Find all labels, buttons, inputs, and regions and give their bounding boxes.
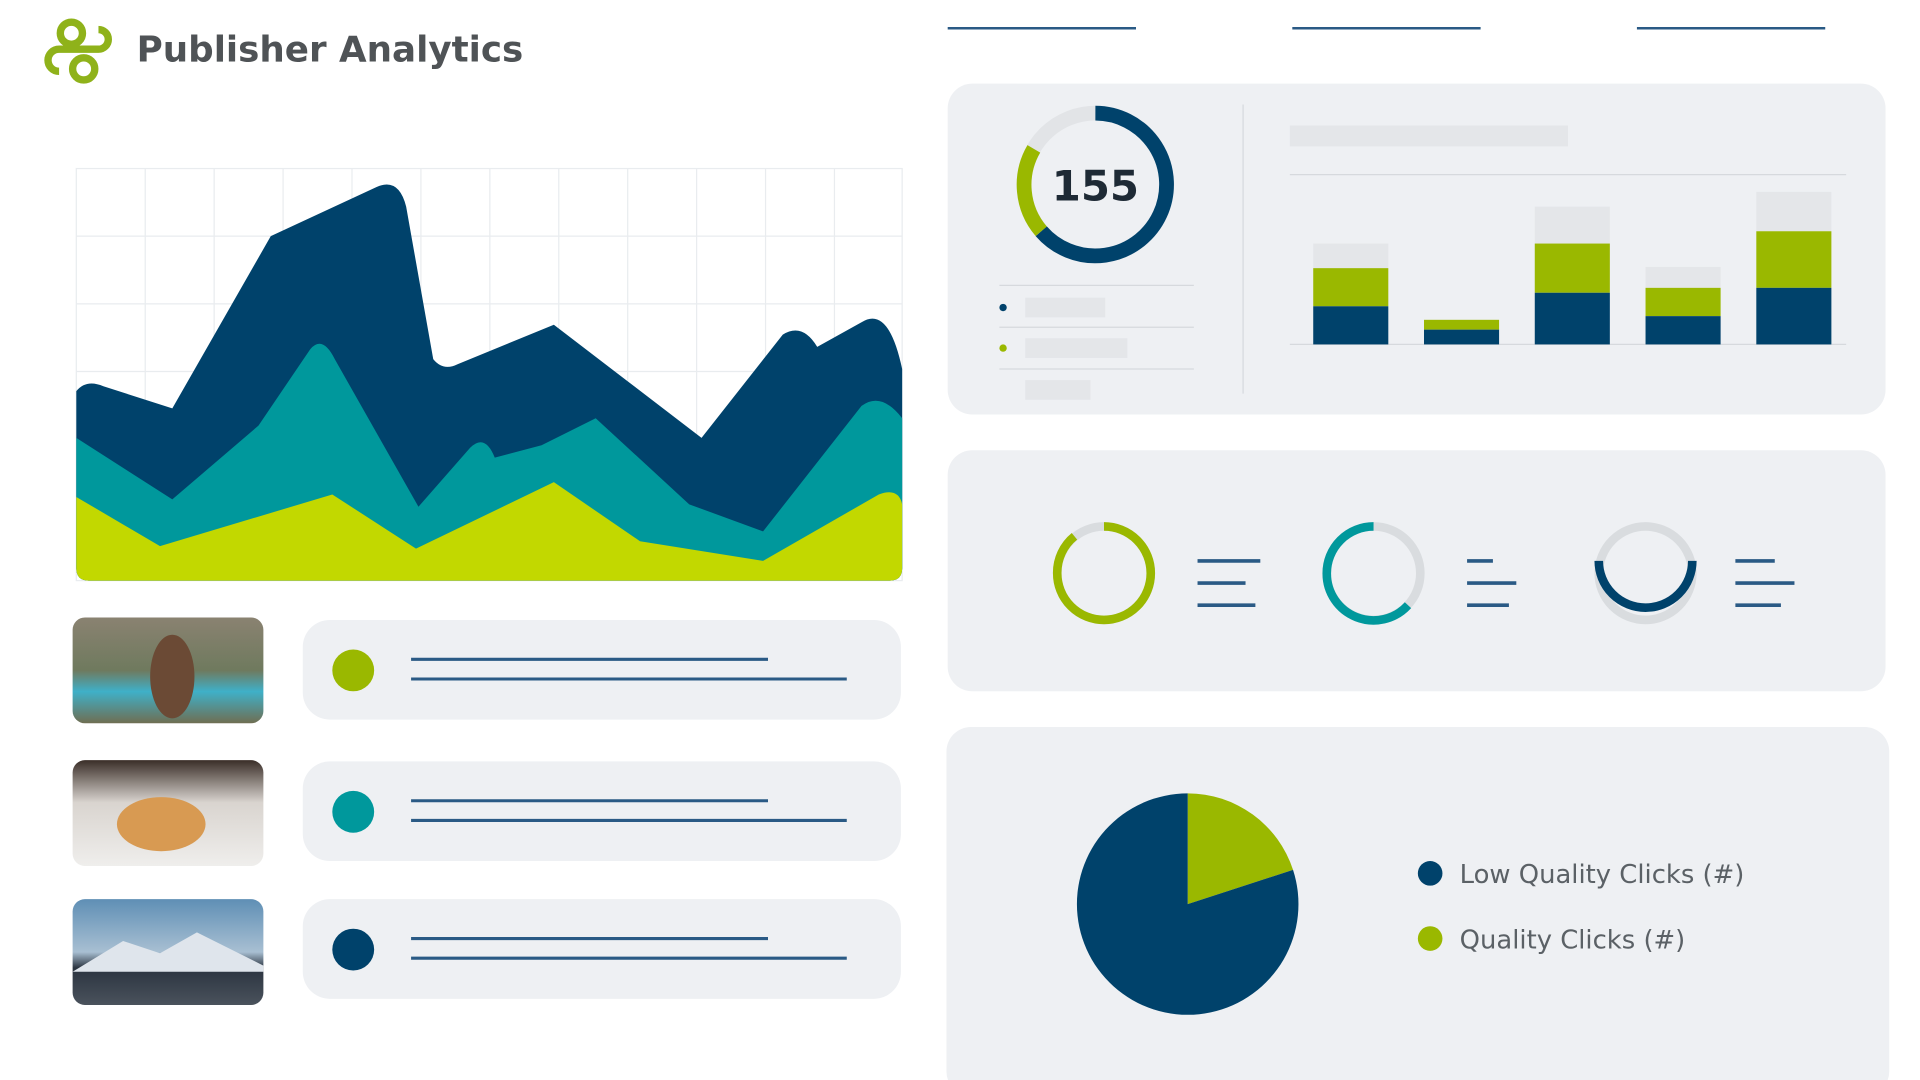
pie-slice [1076,793,1299,1015]
thumbnail-figure [116,797,206,852]
ring-widgets [1052,522,1795,625]
gauge-value: 155 [1052,162,1139,211]
gauge-legend [999,284,1194,400]
pie-slice [1187,793,1294,905]
stacked-bars [1289,125,1847,346]
thumbnail-figure [150,634,195,719]
legend-label: Low Quality Clicks (#) [1460,860,1745,890]
legend-swatch [1417,926,1443,951]
logo [44,18,112,84]
legend: Low Quality Clicks (#) Quality Clicks (#) [1417,860,1745,955]
pie-chart [1076,793,1299,1015]
thumbnail-figure [72,932,264,972]
list-cards [302,619,901,999]
gauge [1016,105,1175,264]
area-green [76,482,903,581]
app-title: Publisher Analytics [137,30,524,71]
legend-label: Quality Clicks (#) [1460,925,1686,955]
legend-swatch [1417,861,1443,886]
